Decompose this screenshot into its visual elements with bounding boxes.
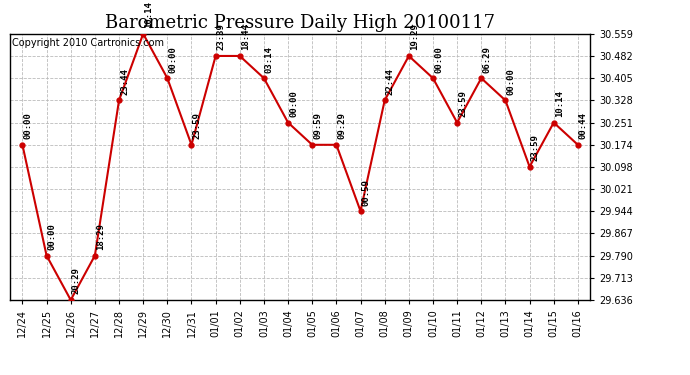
- Text: 18:29: 18:29: [96, 223, 105, 250]
- Text: 00:00: 00:00: [434, 46, 443, 73]
- Text: 06:29: 06:29: [482, 46, 491, 73]
- Text: 23:59: 23:59: [458, 90, 467, 117]
- Text: 00:00: 00:00: [48, 223, 57, 250]
- Text: 00:00: 00:00: [506, 68, 515, 95]
- Text: 23:59: 23:59: [193, 112, 201, 139]
- Text: 23:44: 23:44: [120, 68, 129, 95]
- Text: 00:00: 00:00: [23, 112, 32, 139]
- Text: 00:44: 00:44: [579, 112, 588, 139]
- Title: Barometric Pressure Daily High 20100117: Barometric Pressure Daily High 20100117: [105, 14, 495, 32]
- Text: 00:00: 00:00: [289, 90, 298, 117]
- Text: 19:29: 19:29: [410, 24, 419, 50]
- Text: 00:00: 00:00: [168, 46, 177, 73]
- Text: 22:44: 22:44: [386, 68, 395, 95]
- Text: 10:14: 10:14: [555, 90, 564, 117]
- Text: 09:59: 09:59: [313, 112, 322, 139]
- Text: 23:59: 23:59: [531, 134, 540, 161]
- Text: 18:44: 18:44: [241, 24, 250, 50]
- Text: 03:14: 03:14: [265, 46, 274, 73]
- Text: 09:29: 09:29: [337, 112, 346, 139]
- Text: 00:59: 00:59: [362, 179, 371, 206]
- Text: 23:39: 23:39: [217, 24, 226, 50]
- Text: 10:14: 10:14: [144, 2, 153, 28]
- Text: 20:29: 20:29: [72, 268, 81, 294]
- Text: Copyright 2010 Cartronics.com: Copyright 2010 Cartronics.com: [12, 38, 164, 48]
